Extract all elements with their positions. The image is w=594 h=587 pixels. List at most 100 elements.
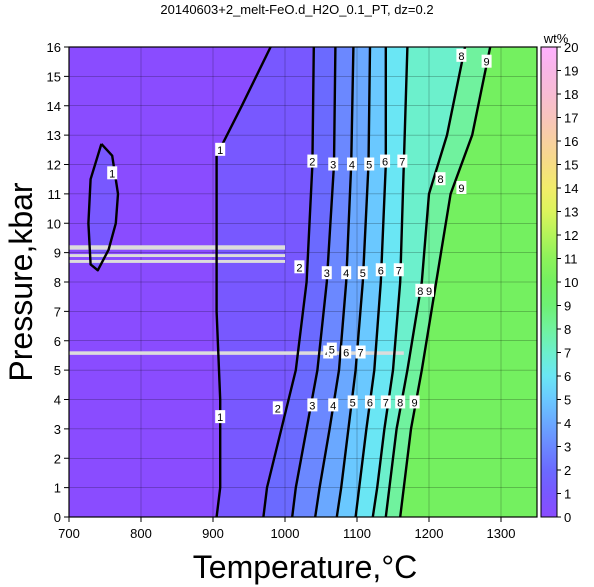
contour-label-text-3: 2 — [309, 157, 315, 169]
contour-label-box-17 — [364, 395, 375, 409]
contour-label-19: 7 — [393, 263, 404, 277]
contour-label-text-9: 4 — [349, 160, 355, 172]
y-tick-label-6: 6 — [54, 334, 61, 349]
contour-label-text-30: 5 — [329, 345, 335, 357]
grid-lines — [69, 47, 537, 517]
colorbar-tick-label-18: 18 — [564, 87, 578, 102]
contour-label-box-8 — [307, 398, 318, 412]
contour-label-7: 3 — [321, 266, 332, 280]
contour-label-14: 5 — [347, 395, 358, 409]
contour-label-box-18 — [397, 154, 408, 168]
y-tick-label-8: 8 — [54, 275, 61, 290]
contour-label-30: 5 — [326, 342, 337, 357]
contour-label-box-32 — [355, 345, 366, 359]
y-tick-label-14: 14 — [47, 99, 61, 114]
contour-label-6: 3 — [328, 157, 339, 172]
contour-label-text-18: 7 — [399, 157, 405, 169]
colorbar-tick-label-10: 10 — [564, 275, 578, 290]
contour-label-text-16: 6 — [378, 265, 384, 277]
contour-label-box-2 — [107, 166, 118, 180]
colorbar-tick-label-8: 8 — [564, 322, 571, 337]
contour-label-box-30 — [326, 342, 337, 356]
colorbar-tick-label-3: 3 — [564, 440, 571, 455]
contour-label-text-6: 3 — [330, 160, 336, 172]
colorbar-tick-label-11: 11 — [564, 252, 578, 267]
contour-8 — [384, 47, 467, 517]
x-axis-label: Temperature,°C — [193, 549, 417, 585]
gap-bar-3 — [69, 351, 404, 355]
contour-label-16: 6 — [375, 263, 386, 277]
contour-label-box-23 — [415, 283, 426, 297]
contour-label-text-26: 9 — [458, 183, 464, 195]
contour-9 — [399, 47, 492, 517]
contour-label-15: 6 — [380, 154, 391, 169]
contour-label-box-10 — [341, 266, 352, 280]
x-tick-label-1200: 1200 — [415, 526, 444, 541]
contour-label-25: 9 — [481, 54, 492, 69]
y-tick-label-0: 0 — [54, 510, 61, 525]
contour-label-17: 6 — [364, 395, 375, 409]
contour-label-22: 8 — [435, 172, 446, 186]
x-axis-ticks: 700 800 900 1000 1100 1200 1300 — [58, 517, 515, 541]
contour-label-10: 4 — [341, 266, 352, 280]
contour-1 — [215, 47, 272, 517]
contour-label-text-7: 3 — [324, 268, 330, 280]
contour-label-text-1: 1 — [217, 412, 223, 424]
contour-label-text-15: 6 — [382, 157, 388, 169]
y-tick-label-13: 13 — [47, 128, 61, 143]
contour-label-box-4 — [294, 260, 305, 274]
contour-label-text-32: 7 — [358, 348, 364, 360]
contour-label-24: 8 — [395, 395, 406, 409]
x-tick-label-1000: 1000 — [271, 526, 300, 541]
contour-label-box-9 — [346, 157, 357, 171]
colorbar-tick-label-14: 14 — [564, 181, 578, 196]
colorbar-tick-label-19: 19 — [564, 64, 578, 79]
contour-label-box-21 — [456, 48, 467, 62]
contour-label-text-31: 6 — [343, 348, 349, 360]
contour-label-28: 9 — [409, 395, 420, 409]
y-tick-label-2: 2 — [54, 451, 61, 466]
contour-labels: 111222333444555666777888899994567 — [107, 48, 492, 424]
colorbar-tick-label-6: 6 — [564, 369, 571, 384]
colorbar-tick-label-2: 2 — [564, 463, 571, 478]
contour-label-23: 8 — [415, 283, 426, 298]
colorbar-bar — [540, 46, 558, 518]
contour-label-box-1 — [215, 410, 226, 424]
contour-label-text-17: 6 — [367, 397, 373, 409]
contour-label-box-15 — [380, 154, 391, 168]
contour-label-box-26 — [456, 181, 467, 194]
y-tick-label-5: 5 — [54, 363, 61, 378]
contour-label-3: 2 — [307, 154, 318, 169]
contour-label-text-22: 8 — [437, 174, 443, 186]
contour-label-text-11: 4 — [330, 400, 336, 412]
contour-label-text-28: 9 — [412, 397, 418, 409]
contour-label-text-4: 2 — [296, 262, 302, 274]
plot-area: 111222333444555666777888899994567 — [69, 47, 537, 517]
contour-label-text-19: 7 — [396, 265, 402, 277]
contour-label-text-25: 9 — [484, 57, 490, 69]
colorbar-tick-label-20: 20 — [564, 40, 578, 55]
contour-label-box-5 — [272, 401, 283, 415]
y-tick-label-9: 9 — [54, 246, 61, 261]
contour-label-1: 1 — [215, 410, 226, 424]
contour-label-box-3 — [307, 154, 318, 168]
contour-label-box-31 — [341, 345, 352, 359]
contour-label-text-20: 7 — [383, 397, 389, 409]
y-tick-label-11: 11 — [48, 187, 62, 202]
x-tick-label-900: 900 — [202, 526, 224, 541]
y-tick-label-12: 12 — [47, 158, 61, 173]
colorbar-tick-label-9: 9 — [564, 299, 571, 314]
colorbar-tick-label-5: 5 — [564, 393, 571, 408]
colorbar-tick-label-7: 7 — [564, 346, 571, 361]
contour-label-text-10: 4 — [343, 268, 349, 280]
contour-label-18: 7 — [397, 154, 408, 169]
contour-label-text-14: 5 — [350, 397, 356, 409]
contour-label-20: 7 — [380, 395, 391, 409]
contour-label-13: 5 — [357, 266, 368, 280]
contour-label-box-28 — [409, 395, 420, 409]
contour-label-box-7 — [321, 266, 332, 280]
gap-bar-1 — [69, 254, 285, 258]
chart-title: 20140603+2_melt-FeO.d_H2O_0.1_PT, dz=0.2 — [160, 2, 433, 17]
y-tick-label-10: 10 — [47, 216, 61, 231]
contour-label-text-27: 9 — [426, 286, 432, 298]
